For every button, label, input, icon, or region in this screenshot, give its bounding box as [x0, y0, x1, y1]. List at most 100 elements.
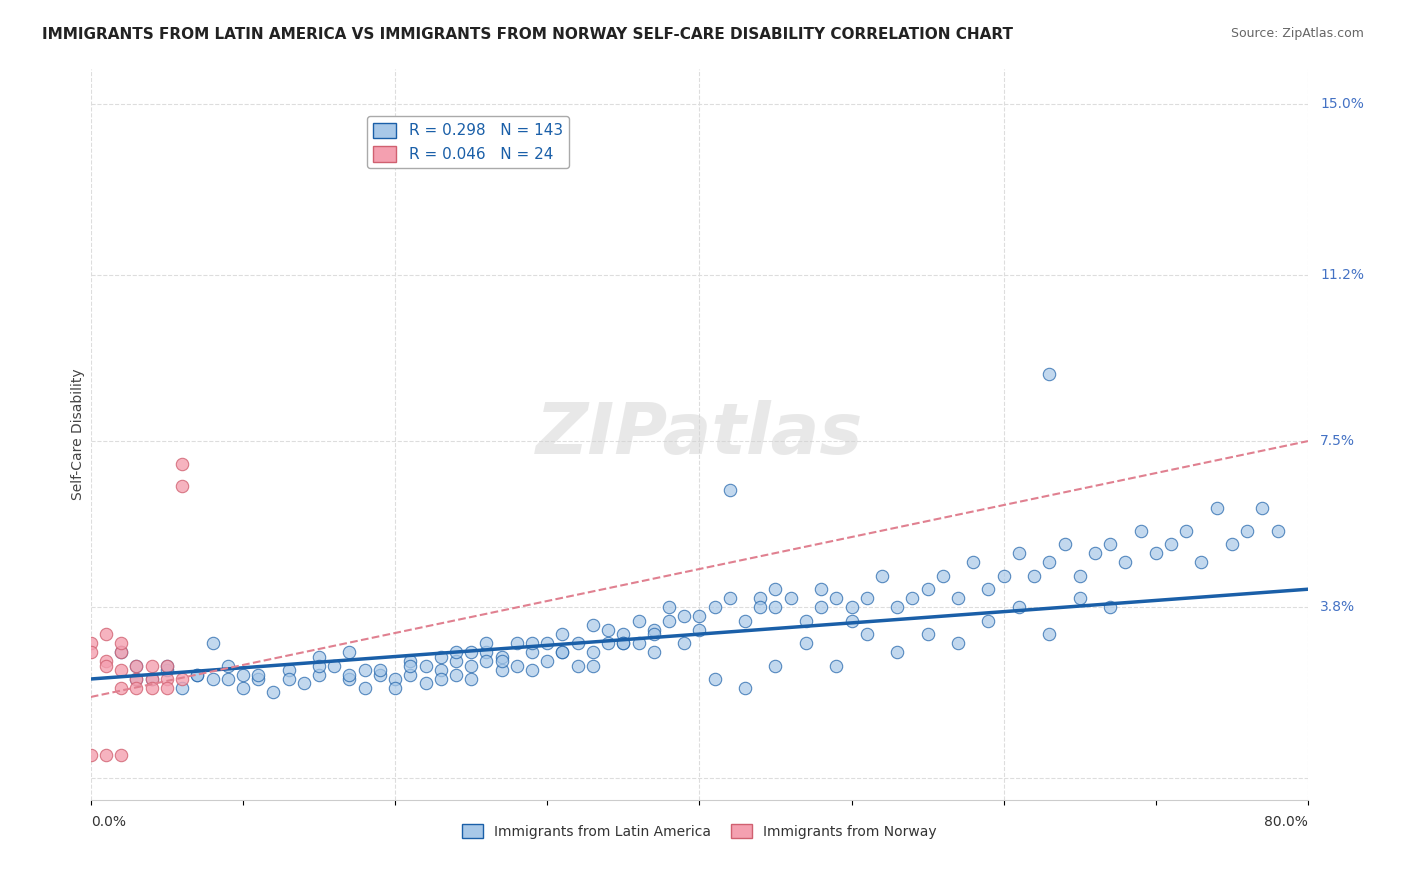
Point — [520, 663, 543, 677]
Point — [1008, 546, 1031, 560]
Point — [1038, 555, 1060, 569]
Point — [429, 663, 451, 677]
Point — [384, 672, 406, 686]
Point — [658, 614, 681, 628]
Text: 7.5%: 7.5% — [1320, 434, 1355, 448]
Y-axis label: Self-Care Disability: Self-Care Disability — [72, 368, 86, 500]
Point — [917, 627, 939, 641]
Point — [172, 681, 194, 695]
Point — [673, 609, 696, 624]
Point — [1191, 555, 1213, 569]
Point — [94, 627, 117, 641]
Point — [125, 681, 148, 695]
Point — [460, 645, 482, 659]
Text: 3.8%: 3.8% — [1320, 600, 1355, 615]
Point — [172, 672, 194, 686]
Point — [901, 591, 924, 606]
Text: 11.2%: 11.2% — [1320, 268, 1364, 282]
Point — [444, 667, 467, 681]
Point — [353, 663, 375, 677]
Point — [658, 600, 681, 615]
Point — [94, 748, 117, 763]
Point — [567, 658, 589, 673]
Point — [475, 636, 498, 650]
Point — [1069, 591, 1091, 606]
Point — [110, 748, 132, 763]
Text: 15.0%: 15.0% — [1320, 97, 1364, 112]
Point — [110, 636, 132, 650]
Legend: Immigrants from Latin America, Immigrants from Norway: Immigrants from Latin America, Immigrant… — [456, 819, 942, 845]
Point — [870, 568, 893, 582]
Point — [765, 658, 787, 673]
Point — [308, 649, 330, 664]
Text: 80.0%: 80.0% — [1264, 814, 1308, 829]
Point — [217, 658, 239, 673]
Point — [384, 681, 406, 695]
Point — [399, 654, 422, 668]
Point — [794, 636, 817, 650]
Point — [1114, 555, 1136, 569]
Point — [612, 627, 634, 641]
Point — [643, 627, 665, 641]
Point — [94, 654, 117, 668]
Point — [810, 600, 832, 615]
Point — [567, 636, 589, 650]
Point — [688, 623, 710, 637]
Point — [734, 614, 756, 628]
Point — [765, 582, 787, 597]
Point — [1069, 568, 1091, 582]
Point — [156, 672, 179, 686]
Point — [598, 623, 620, 637]
Text: ZIPatlas: ZIPatlas — [536, 400, 863, 469]
Text: IMMIGRANTS FROM LATIN AMERICA VS IMMIGRANTS FROM NORWAY SELF-CARE DISABILITY COR: IMMIGRANTS FROM LATIN AMERICA VS IMMIGRA… — [42, 27, 1014, 42]
Point — [825, 658, 848, 673]
Point — [977, 614, 1000, 628]
Point — [520, 645, 543, 659]
Point — [810, 582, 832, 597]
Point — [308, 658, 330, 673]
Point — [551, 627, 574, 641]
Point — [520, 636, 543, 650]
Point — [536, 636, 558, 650]
Point — [993, 568, 1015, 582]
Point — [612, 636, 634, 650]
Point — [506, 636, 529, 650]
Point — [551, 645, 574, 659]
Point — [1267, 524, 1289, 538]
Point — [429, 649, 451, 664]
Point — [749, 600, 772, 615]
Point — [399, 658, 422, 673]
Point — [429, 672, 451, 686]
Point — [217, 672, 239, 686]
Point — [1220, 537, 1243, 551]
Point — [247, 672, 270, 686]
Point — [977, 582, 1000, 597]
Point — [946, 636, 969, 650]
Point — [186, 667, 208, 681]
Point — [232, 667, 254, 681]
Point — [765, 600, 787, 615]
Point — [110, 645, 132, 659]
Point — [627, 636, 650, 650]
Point — [491, 649, 513, 664]
Point — [80, 645, 103, 659]
Point — [277, 672, 299, 686]
Point — [156, 663, 179, 677]
Point — [232, 681, 254, 695]
Point — [1160, 537, 1182, 551]
Point — [962, 555, 984, 569]
Point — [94, 658, 117, 673]
Point — [855, 627, 877, 641]
Point — [841, 600, 863, 615]
Point — [80, 636, 103, 650]
Point — [673, 636, 696, 650]
Point — [444, 654, 467, 668]
Point — [1251, 501, 1274, 516]
Point — [1205, 501, 1227, 516]
Point — [598, 636, 620, 650]
Point — [794, 614, 817, 628]
Point — [855, 591, 877, 606]
Point — [627, 614, 650, 628]
Point — [643, 623, 665, 637]
Point — [415, 676, 437, 690]
